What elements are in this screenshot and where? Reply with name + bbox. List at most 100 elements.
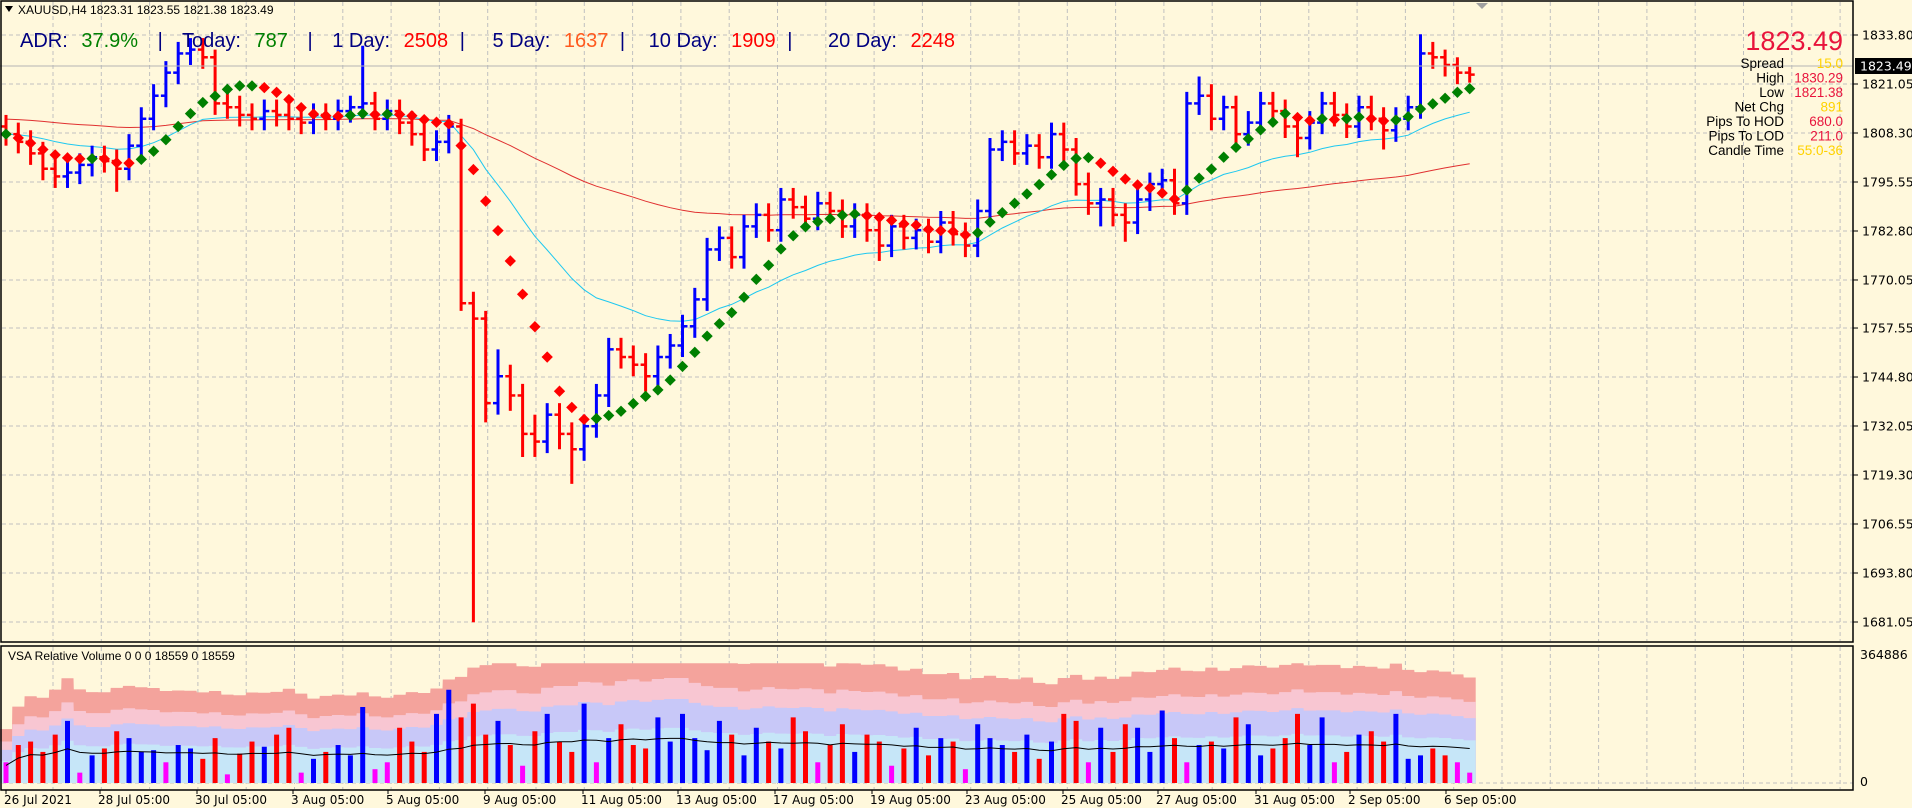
time-tick-label: 3 Aug 05:00 — [291, 793, 364, 807]
trend-ma-dot — [1365, 113, 1377, 125]
volume-band — [0, 727, 1476, 783]
trend-ma-dot — [947, 225, 959, 238]
trend-ma-dot — [1328, 113, 1341, 126]
trend-ma-dot — [467, 163, 480, 176]
price-bar — [566, 422, 577, 484]
price-bar — [419, 122, 430, 162]
trend-ma-dots — [0, 80, 1476, 426]
trend-ma-dot — [1082, 151, 1095, 164]
trend-ma-dot — [1291, 111, 1304, 124]
trend-ma-dot — [553, 385, 566, 397]
price-bar — [665, 333, 676, 369]
trend-ma-dot — [787, 230, 799, 242]
price-bar — [529, 414, 540, 457]
info-value: 680.0 — [1809, 114, 1843, 129]
price-bar — [689, 287, 700, 338]
price-bar — [480, 310, 491, 423]
price-bar — [1120, 203, 1131, 242]
info-value: 1821.38 — [1794, 85, 1843, 100]
price-tick-label: 1821.05 — [1862, 76, 1912, 91]
trend-ma-dot — [1131, 179, 1144, 191]
price-bar — [1440, 49, 1451, 77]
trend-ma-dot — [1377, 115, 1390, 127]
trend-ma-dot — [1267, 116, 1279, 128]
trend-ma-dot — [1218, 151, 1230, 163]
day10-value: 1909 — [731, 30, 776, 52]
trend-ma-dot — [972, 227, 984, 239]
trend-ma-dot — [935, 224, 947, 237]
price-bar — [283, 103, 294, 131]
price-bar — [751, 203, 762, 238]
shift-marker-icon[interactable] — [1476, 3, 1488, 9]
day20-label: 20 Day: — [828, 30, 897, 52]
price-bar — [505, 364, 516, 411]
trend-ma-dot — [873, 211, 885, 224]
trend-ma-dot — [1427, 98, 1439, 110]
price-bar — [50, 157, 61, 188]
trend-ma-dot — [1095, 157, 1107, 169]
trend-ma-dot — [1156, 187, 1168, 199]
trend-ma-dot — [639, 390, 652, 402]
trend-ma-dot — [750, 273, 762, 285]
trend-ma-dot — [676, 360, 689, 373]
adr-header: ADR: 37.9% | Today: 787 | 1 Day: 2508 | … — [20, 30, 955, 52]
trend-ma-dot — [1414, 103, 1427, 115]
price-bar — [517, 383, 528, 457]
price-bar — [788, 187, 799, 219]
separator: | — [158, 30, 163, 52]
trend-ma-dot — [1144, 182, 1156, 194]
trend-ma-dot — [922, 223, 935, 236]
price-info-panel: 1823.49 Spread 15.0 High 1830.29 Low 1821.38 N… — [1706, 26, 1843, 158]
time-tick-label: 17 Aug 05:00 — [773, 793, 854, 807]
trend-ma-dot — [996, 207, 1008, 219]
trend-ma-dot — [812, 216, 824, 228]
trend-ma-dot — [1230, 141, 1242, 154]
price-bar — [1034, 134, 1045, 169]
trend-ma-dot — [861, 210, 873, 222]
price-bar — [222, 91, 233, 119]
trend-ma-dot — [762, 259, 775, 271]
price-tick-label: 1706.55 — [1862, 517, 1912, 532]
price-tick-label: 1744.80 — [1862, 370, 1912, 385]
trend-ma-dot — [898, 218, 910, 230]
separator: | — [787, 30, 792, 52]
price-bar — [1464, 66, 1475, 83]
trend-ma-dot — [455, 140, 467, 152]
trend-ma-dot — [615, 405, 627, 417]
trend-ma-dot — [516, 288, 529, 300]
time-tick-label: 5 Aug 05:00 — [386, 793, 459, 807]
info-label: Candle Time — [1708, 143, 1784, 158]
trend-ma-dot — [775, 243, 787, 255]
trend-ma-dot — [1353, 111, 1365, 123]
trend-ma-dot — [1045, 169, 1058, 181]
trend-ma-dot — [824, 213, 836, 225]
separator: | — [307, 30, 312, 52]
price-bar — [616, 337, 626, 369]
trend-ma-dot — [1304, 114, 1316, 127]
price-bar — [1021, 134, 1032, 165]
volume-average-line — [5, 737, 1470, 766]
chart-menu-triangle-icon[interactable] — [5, 6, 13, 12]
price-bar — [1071, 137, 1082, 196]
day1-label: 1 Day: — [332, 30, 390, 52]
time-tick-label: 31 Aug 05:00 — [1254, 793, 1335, 807]
trend-ma-dot — [603, 409, 615, 422]
trend-ma-dot — [1181, 184, 1193, 196]
trend-ma-dot — [652, 384, 664, 396]
price-tick-label: 1681.05 — [1862, 615, 1912, 630]
info-label: Pips To HOD — [1706, 114, 1784, 129]
info-value: 1830.29 — [1794, 71, 1843, 86]
trend-ma-dot — [1439, 92, 1451, 104]
price-bar — [1058, 122, 1069, 162]
trend-ma-dot — [1021, 188, 1033, 200]
price-bar — [1206, 84, 1217, 131]
trend-ma-dot — [1168, 193, 1181, 205]
price-bar — [640, 353, 651, 392]
price-bar — [874, 218, 885, 261]
trend-ma-dot — [492, 224, 504, 237]
price-bar — [1108, 187, 1118, 227]
price-bar — [210, 49, 221, 115]
trend-ma-dot — [1402, 110, 1414, 123]
price-bar — [357, 45, 368, 119]
